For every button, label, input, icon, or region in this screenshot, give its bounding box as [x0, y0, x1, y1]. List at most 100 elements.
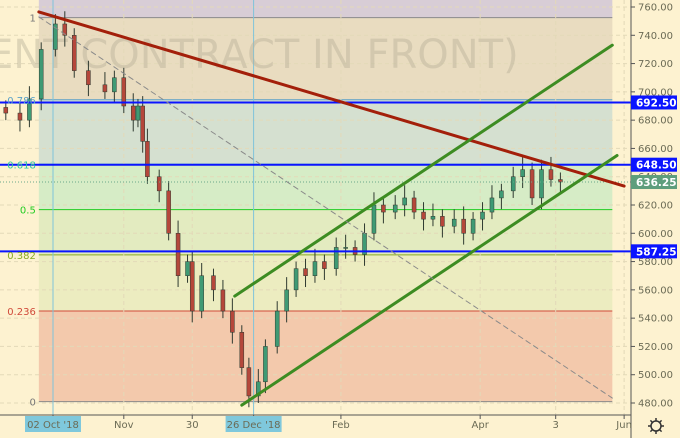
candle-body	[121, 77, 127, 107]
candle-body	[86, 70, 91, 86]
candle-body	[470, 218, 476, 234]
candle	[343, 234, 348, 259]
trendline-diagonal[interactable]	[38, 16, 613, 399]
drawings[interactable]	[0, 10, 631, 407]
grid	[0, 0, 631, 415]
fib-zone	[38, 310, 613, 402]
candle	[293, 261, 299, 297]
candle-body	[220, 289, 226, 312]
candle	[27, 86, 32, 128]
price-tick-label: 720.00	[638, 59, 673, 70]
fib-level-label: 0.786	[7, 96, 36, 107]
candle	[135, 98, 141, 128]
trendline-resistance[interactable]	[37, 10, 626, 188]
candle	[239, 325, 245, 375]
candle	[175, 220, 181, 288]
candle-body	[293, 268, 299, 291]
price-tick-label: 580.00	[638, 257, 673, 268]
trendline-channel-upper[interactable]	[233, 43, 614, 298]
candle-body	[440, 216, 445, 227]
candle	[381, 197, 386, 224]
price-tick-label: 520.00	[638, 342, 673, 353]
fib-zone	[38, 99, 613, 165]
candle-body	[381, 204, 386, 213]
time-axis[interactable]: 02 Oct '18 Nov 30 26 Dec '18 Feb Apr 3 Jun	[25, 415, 632, 432]
candle-body	[189, 261, 195, 312]
price-tick-label: 760.00	[638, 3, 673, 14]
candle	[539, 159, 544, 210]
candle	[548, 156, 554, 187]
price-tick-label: 620.00	[638, 201, 673, 212]
candle-body	[274, 310, 280, 347]
candle	[211, 268, 216, 302]
price-tick-label: 560.00	[638, 285, 673, 296]
fib-zone	[38, 164, 613, 210]
fib-zone	[38, 209, 613, 255]
candle	[71, 28, 77, 78]
candle	[62, 11, 68, 47]
candle-body	[548, 169, 554, 180]
candle-body	[145, 141, 150, 177]
time-tick-label: 30	[186, 420, 199, 431]
price-axis[interactable]: 760.00740.00720.00700.00680.00660.00640.…	[631, 3, 673, 410]
candle-body	[230, 310, 235, 333]
price-tag	[631, 244, 677, 259]
candle-body	[480, 211, 485, 220]
candle-body	[284, 289, 289, 312]
fib-level-label: 0	[29, 398, 35, 409]
candle	[140, 96, 145, 153]
candle	[130, 93, 136, 132]
candle	[102, 72, 108, 99]
candle-body	[156, 176, 162, 192]
settings-gear-icon[interactable]	[648, 418, 664, 434]
candle	[558, 172, 563, 194]
candle-body	[71, 35, 77, 71]
candle-body	[3, 107, 9, 114]
candle	[230, 298, 235, 344]
candle	[470, 212, 476, 241]
candle	[520, 156, 525, 189]
candle	[480, 202, 485, 231]
candle	[312, 248, 318, 283]
candle-body	[312, 261, 318, 276]
price-tick-label: 540.00	[638, 314, 673, 325]
candle	[263, 339, 268, 394]
candle-body	[343, 247, 348, 249]
candle	[499, 183, 504, 210]
candle-body	[185, 261, 190, 276]
candle-body	[333, 247, 339, 269]
fib-zone-above	[38, 0, 613, 18]
candle-body	[211, 275, 216, 291]
candle	[451, 209, 457, 234]
candle	[489, 185, 495, 220]
candle-body	[510, 176, 516, 192]
candle-body	[175, 233, 181, 276]
candle-body	[17, 112, 23, 121]
candle	[284, 277, 289, 323]
candle	[199, 262, 204, 319]
candle-body	[102, 84, 108, 93]
candle-body	[239, 332, 245, 368]
candle	[156, 169, 162, 203]
time-tag	[25, 416, 81, 432]
time-tick-label: 26 Dec '18	[227, 420, 281, 431]
price-tick-label: 600.00	[638, 229, 673, 240]
candle	[166, 180, 171, 241]
candle-body	[392, 204, 398, 213]
trendline-channel-lower[interactable]	[240, 154, 619, 407]
candle	[145, 128, 150, 184]
candle	[189, 251, 195, 323]
candle	[3, 100, 9, 121]
candle-body	[27, 98, 32, 121]
candle	[220, 279, 226, 319]
time-tick-label: Nov	[114, 420, 134, 431]
price-tick-label: 480.00	[638, 399, 673, 410]
candle-body	[461, 218, 466, 234]
watermark: ENT CONTRACT IN FRONT)	[0, 32, 519, 78]
candle-body	[539, 169, 544, 199]
fib-level-label: 0.5	[20, 206, 36, 217]
candle	[461, 206, 466, 245]
candle-body	[430, 216, 436, 220]
candles	[3, 11, 563, 408]
